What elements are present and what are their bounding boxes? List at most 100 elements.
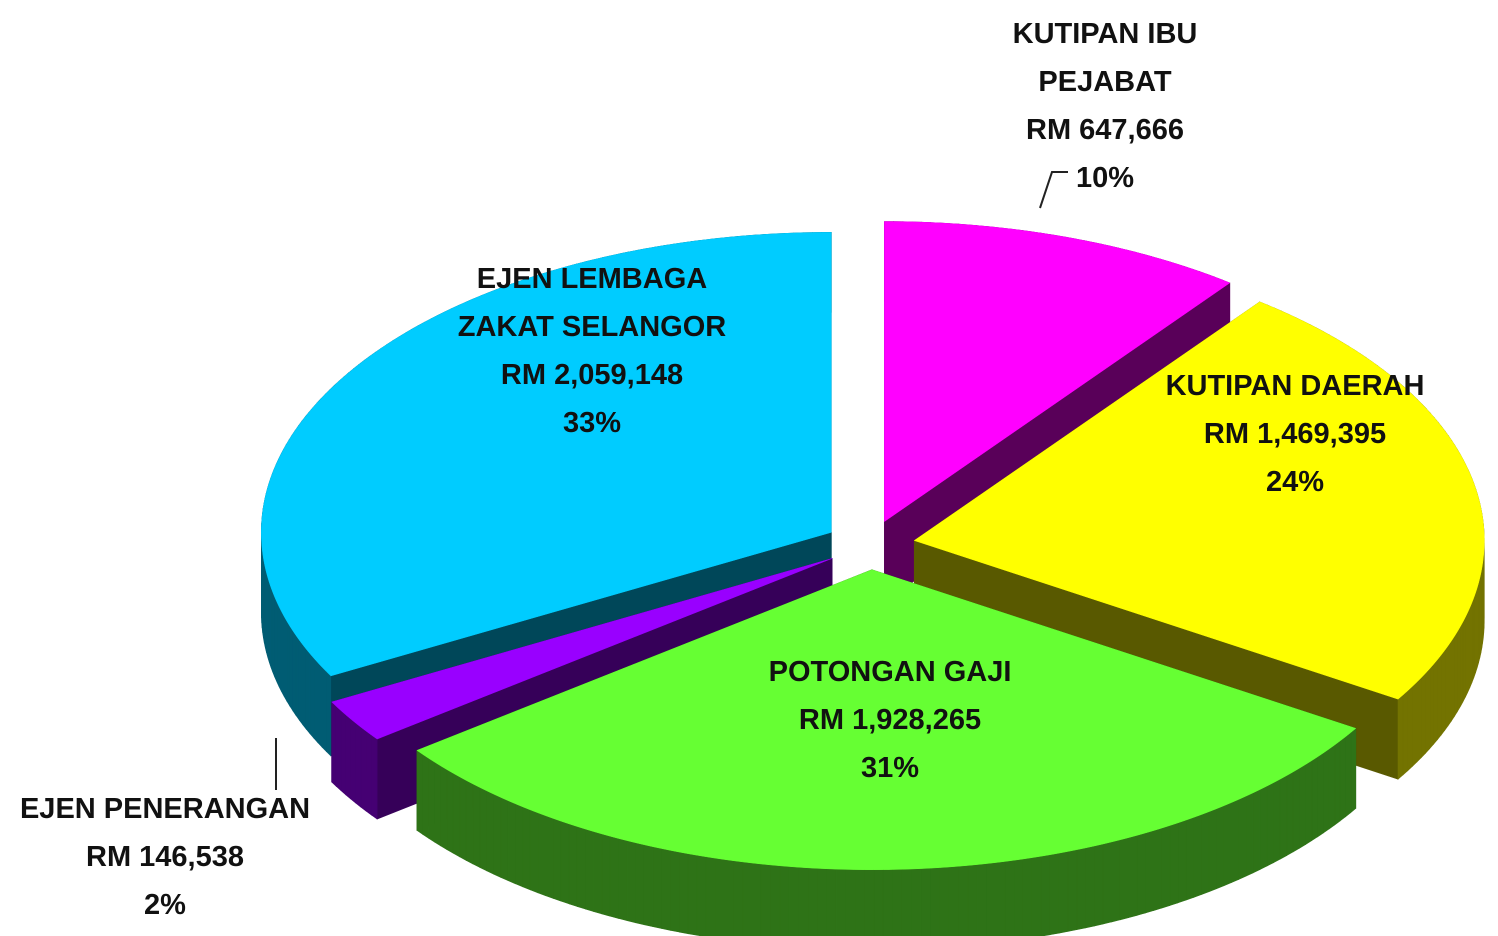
slice-side bbox=[593, 831, 603, 915]
data-label: EJEN PENERANGAN RM 146,538 2% bbox=[20, 785, 310, 929]
slice-side bbox=[873, 869, 884, 936]
slice-side bbox=[1040, 854, 1051, 936]
value-label: RM 647,666 bbox=[1026, 114, 1184, 146]
slice-side bbox=[1119, 837, 1129, 921]
slice-top bbox=[913, 301, 1485, 700]
slice-side bbox=[1407, 685, 1413, 772]
slice-side bbox=[335, 705, 342, 792]
slice-side bbox=[1457, 625, 1461, 713]
slice-side bbox=[465, 779, 474, 865]
slice-side bbox=[733, 860, 744, 936]
slice-side bbox=[459, 776, 467, 861]
slice-side bbox=[576, 826, 586, 910]
slice-side bbox=[1058, 851, 1069, 934]
slice-side bbox=[1273, 778, 1281, 864]
slice-side bbox=[340, 709, 346, 796]
slice-side bbox=[1201, 811, 1210, 896]
slice-side bbox=[1437, 654, 1442, 741]
slice-side bbox=[452, 772, 461, 858]
slice-side bbox=[939, 866, 950, 936]
slice-side bbox=[283, 615, 288, 703]
category-label: KUTIPAN DAERAH bbox=[1165, 370, 1425, 402]
slice-side bbox=[845, 869, 856, 936]
slice-side bbox=[515, 803, 524, 888]
slice-side bbox=[434, 761, 441, 847]
slice-side bbox=[854, 869, 865, 936]
slice-side bbox=[1462, 617, 1466, 703]
slice-side bbox=[493, 793, 502, 878]
slice-side bbox=[309, 652, 315, 739]
slice-side bbox=[289, 624, 293, 712]
slice-side bbox=[371, 734, 378, 820]
slice-side bbox=[1454, 630, 1458, 718]
slice-side bbox=[1185, 816, 1194, 901]
slice-side bbox=[1402, 689, 1409, 776]
slice-side bbox=[661, 848, 671, 931]
slice-side bbox=[1145, 830, 1154, 914]
slice-side bbox=[1094, 843, 1104, 927]
value-label: RM 146,538 bbox=[86, 841, 244, 873]
slice-side bbox=[724, 859, 734, 936]
slice-side bbox=[568, 823, 578, 907]
slice-side bbox=[1311, 756, 1318, 842]
slice-side bbox=[986, 862, 996, 936]
category-label: EJEN LEMBAGA ZAKAT SELANGOR bbox=[457, 263, 727, 343]
slice-side bbox=[345, 714, 351, 800]
slice-side bbox=[360, 726, 367, 812]
slice-side bbox=[298, 638, 303, 726]
slice-side bbox=[422, 753, 429, 839]
pie-slice bbox=[416, 569, 1357, 936]
slice-side bbox=[1067, 849, 1078, 932]
slice-side bbox=[274, 596, 278, 683]
slice-side bbox=[1031, 855, 1042, 936]
slice-side bbox=[1425, 667, 1431, 754]
value-label: RM 2,059,148 bbox=[500, 359, 684, 391]
slice-side bbox=[770, 864, 781, 936]
slice-side bbox=[687, 853, 698, 936]
slice-side bbox=[1022, 857, 1033, 936]
slice-side bbox=[1444, 644, 1449, 732]
slice-side bbox=[500, 796, 509, 882]
slice-side bbox=[1266, 782, 1274, 867]
data-label: KUTIPAN IBU PEJABAT RM 647,666 10% bbox=[990, 10, 1220, 202]
slice-side bbox=[618, 838, 628, 922]
slice-side bbox=[1459, 620, 1464, 708]
slice-side bbox=[643, 844, 654, 928]
slice-top bbox=[884, 221, 1231, 523]
slice-side bbox=[958, 865, 969, 936]
slice-side bbox=[1169, 822, 1179, 906]
slice-side bbox=[1161, 825, 1171, 909]
slice-side bbox=[1421, 672, 1426, 759]
slice-side bbox=[920, 867, 931, 936]
slice-side bbox=[292, 629, 297, 717]
slice-side bbox=[529, 809, 539, 894]
slice-side bbox=[1451, 635, 1455, 722]
slice-side bbox=[601, 833, 611, 917]
slice-side bbox=[715, 857, 725, 936]
slice-side bbox=[1397, 694, 1404, 780]
slice-side bbox=[835, 868, 846, 936]
slice-side bbox=[742, 861, 753, 936]
slice-side bbox=[948, 865, 959, 936]
slice-side bbox=[1111, 839, 1121, 923]
slice-side bbox=[930, 867, 941, 936]
slice-side bbox=[1440, 649, 1446, 736]
slice-side bbox=[472, 783, 481, 868]
slice-side bbox=[416, 749, 423, 835]
slice-side bbox=[545, 815, 554, 899]
slice-side bbox=[760, 863, 771, 936]
slice-side bbox=[522, 806, 531, 891]
slice-side bbox=[779, 865, 790, 936]
slice-side bbox=[1013, 858, 1024, 936]
slice-side bbox=[967, 864, 978, 936]
slice-side bbox=[331, 701, 337, 787]
slice-side bbox=[585, 828, 594, 912]
slice-side bbox=[326, 670, 332, 757]
slice-side bbox=[1429, 663, 1434, 750]
slice-side bbox=[652, 846, 662, 929]
slice-side bbox=[1231, 798, 1240, 884]
slice-side bbox=[1467, 607, 1471, 693]
slice-side bbox=[440, 765, 448, 851]
slice-side bbox=[1469, 602, 1473, 688]
category-label: EJEN PENERANGAN bbox=[19, 793, 311, 825]
